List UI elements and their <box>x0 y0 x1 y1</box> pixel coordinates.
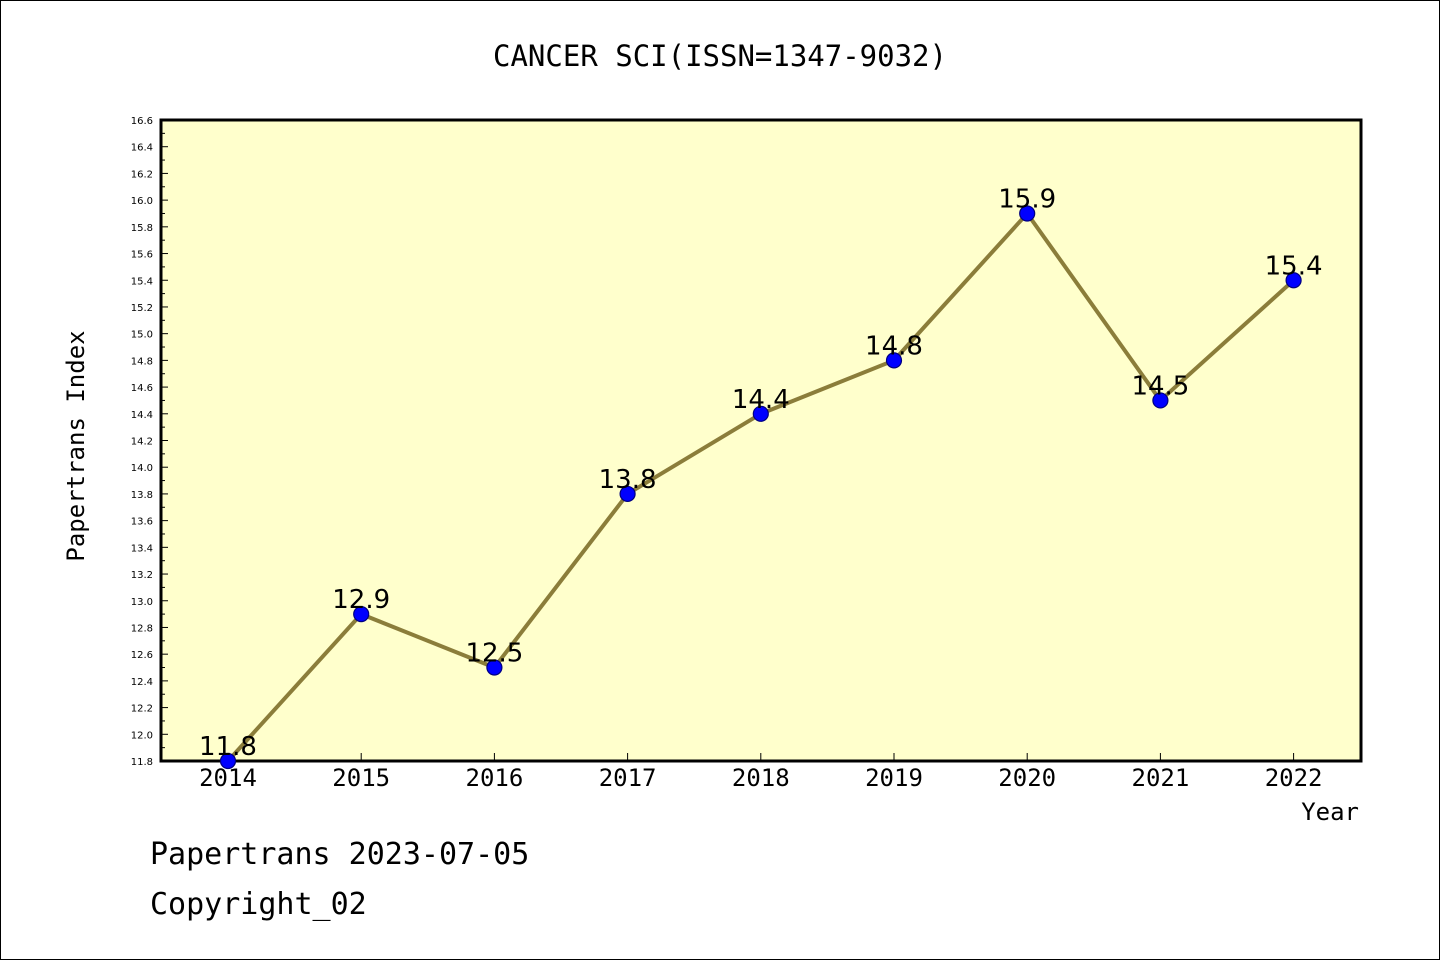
x-tick-label: 2017 <box>599 764 657 792</box>
data-label: 12.9 <box>332 585 390 615</box>
y-tick-label: 13.2 <box>131 570 153 581</box>
data-point-marker <box>1285 272 1302 289</box>
y-tick-label: 14.4 <box>131 410 153 421</box>
y-tick-label: 14.2 <box>131 437 153 448</box>
y-tick-label: 11.8 <box>131 757 153 768</box>
y-tick-label: 12.4 <box>131 677 153 688</box>
plot-area <box>159 118 1363 763</box>
x-tick-label: 2020 <box>998 764 1056 792</box>
data-point-marker <box>353 606 370 623</box>
chart-title: CANCER SCI(ISSN=1347-9032) <box>493 39 947 73</box>
data-labels: 11.8 12.9 12.5 13.8 14.4 14.8 15.9 14.5 15.4 <box>199 184 1322 762</box>
y-tick-label: 12.8 <box>131 623 153 634</box>
data-label: 12.5 <box>465 639 523 669</box>
y-tick-label: 16.4 <box>131 143 153 154</box>
footer-copyright-text: Copyright_02 <box>150 887 367 922</box>
footer-date-text: Papertrans 2023-07-05 <box>150 837 529 872</box>
y-tick-label: 12.6 <box>131 650 153 661</box>
y-axis-title: Papertrans Index <box>62 330 90 561</box>
y-axis: 11.8 12.0 12.2 12.4 12.6 12.8 13.0 13.2 13.4 13.6… <box>131 116 168 768</box>
x-tick-label: 2016 <box>466 764 524 792</box>
x-tick-label: 2022 <box>1265 764 1323 792</box>
data-point-marker <box>752 405 769 422</box>
y-tick-label: 13.8 <box>131 490 153 501</box>
y-tick-label: 13.0 <box>131 597 153 608</box>
data-point-marker <box>885 352 903 369</box>
data-label: 14.4 <box>732 385 790 415</box>
x-tick-label: 2018 <box>732 764 790 792</box>
y-tick-label: 15.6 <box>131 250 153 261</box>
y-tick-label: 16.6 <box>131 116 153 127</box>
y-tick-label: 14.0 <box>131 463 153 474</box>
data-label: 13.8 <box>599 465 657 495</box>
data-label: 14.5 <box>1131 371 1189 401</box>
data-label: 14.8 <box>865 331 923 361</box>
y-tick-label: 12.2 <box>131 704 153 715</box>
y-tick-label: 14.6 <box>131 383 153 394</box>
y-tick-label: 15.2 <box>131 303 153 314</box>
x-axis: 2014 2015 2016 2017 2018 2019 2020 2021 2022 <box>199 753 1322 792</box>
data-point-marker <box>1019 205 1036 222</box>
data-point-marker <box>619 485 636 503</box>
y-tick-label: 15.0 <box>131 330 153 341</box>
x-tick-label: 2015 <box>332 764 390 792</box>
y-tick-label: 14.8 <box>131 356 153 367</box>
y-tick-label: 12.0 <box>131 730 153 741</box>
series-markers <box>219 205 1302 770</box>
data-label: 11.8 <box>199 732 257 762</box>
x-axis-title: Year <box>1301 798 1359 826</box>
x-tick-label: 2019 <box>865 764 923 792</box>
y-tick-label: 16.0 <box>131 196 153 207</box>
y-tick-label: 13.6 <box>131 517 153 528</box>
y-tick-label: 15.4 <box>131 276 153 287</box>
y-tick-label: 16.2 <box>131 169 153 180</box>
data-label: 15.4 <box>1265 251 1323 281</box>
data-point-marker <box>486 659 503 676</box>
data-point-marker <box>219 752 237 770</box>
y-tick-label: 15.8 <box>131 223 153 234</box>
x-tick-label: 2021 <box>1132 764 1190 792</box>
y-tick-label: 13.4 <box>131 543 153 554</box>
data-label: 15.9 <box>998 184 1056 214</box>
data-point-marker <box>1152 392 1169 409</box>
